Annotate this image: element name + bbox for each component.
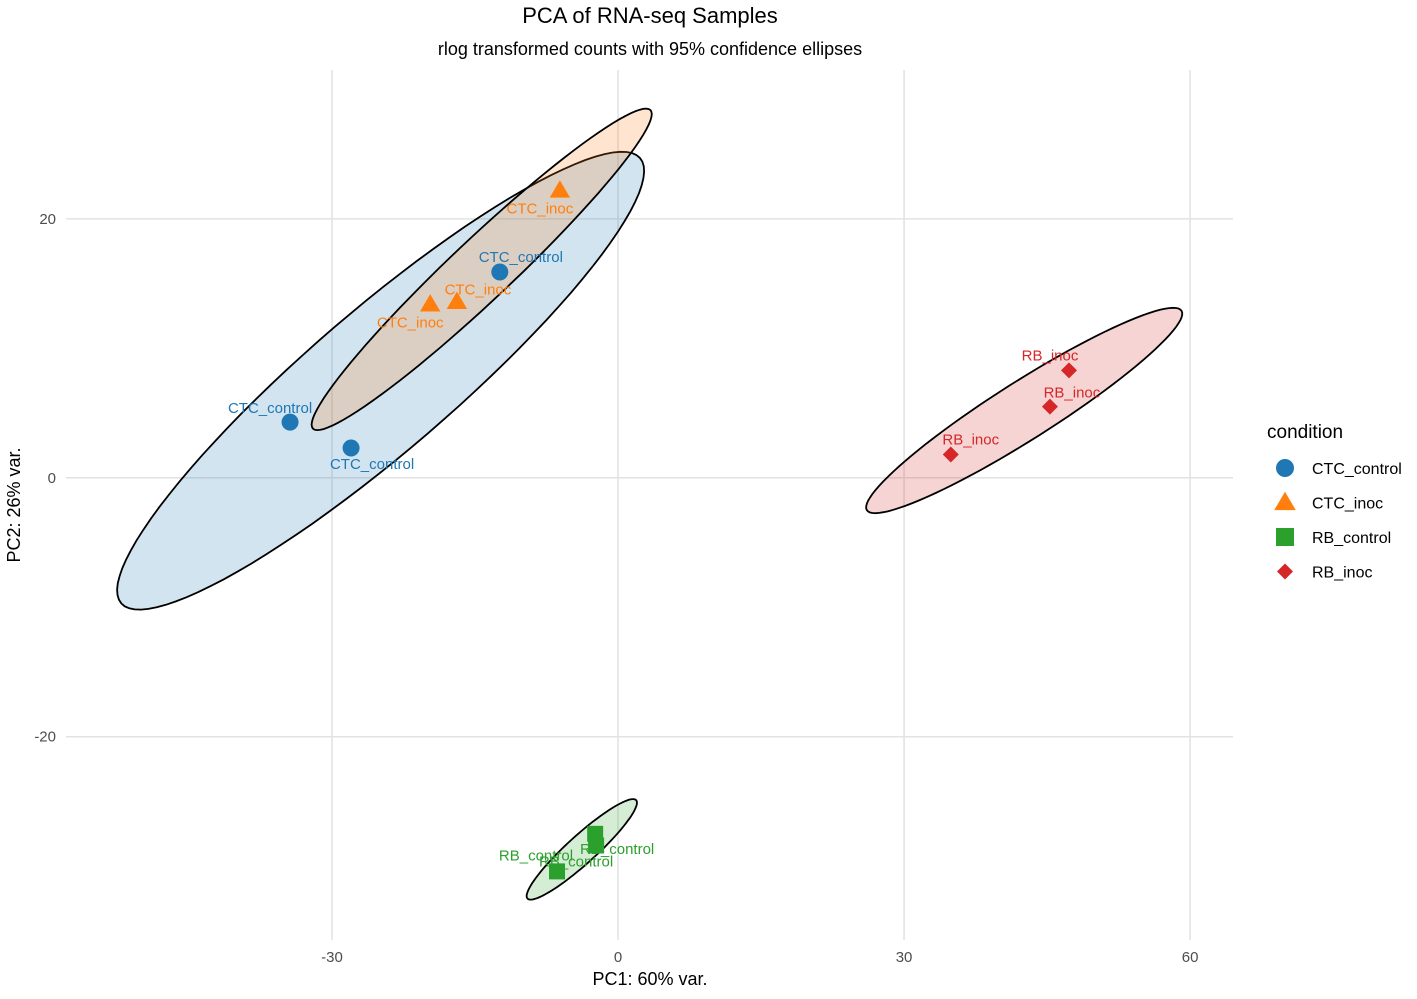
point-label: RB_inoc — [1044, 385, 1101, 402]
axis-ticks: -30 0 30 60 -20 0 20 — [34, 211, 1198, 966]
legend-key-RB_control — [1276, 528, 1294, 546]
point-label: CTC_inoc — [507, 200, 574, 217]
legend: condition CTC_control CTC_inoc RB_control R… — [1267, 422, 1402, 582]
point-label: RB_control — [580, 841, 654, 858]
ellipse-CTC_inoc — [310, 107, 653, 432]
point-CTC_inoc — [420, 294, 441, 312]
point-RB_inoc — [1041, 398, 1058, 415]
legend-key-RB_inoc — [1277, 563, 1293, 580]
point-labels: CTC_control CTC_control CTC_control CTC_ino… — [228, 200, 1101, 870]
point-label: RB_control — [539, 853, 613, 870]
ellipse-RB_inoc — [865, 306, 1184, 515]
legend-label: RB_inoc — [1312, 565, 1372, 582]
y-tick-label: 20 — [39, 211, 56, 228]
ellipse-CTC_control — [116, 150, 646, 611]
point-CTC_control — [281, 413, 299, 431]
point-label: RB_inoc — [1022, 347, 1079, 364]
x-axis-label: PC1: 60% var. — [592, 969, 707, 989]
point-CTC_control — [342, 439, 360, 457]
point-RB_inoc — [1061, 362, 1078, 379]
confidence-ellipses — [116, 107, 1184, 901]
legend-key-CTC_control — [1276, 459, 1294, 477]
chart-subtitle: rlog transformed counts with 95% confide… — [438, 39, 862, 59]
point-label: RB_inoc — [942, 432, 999, 449]
point-label: CTC_control — [330, 456, 414, 473]
x-tick-label: 60 — [1182, 949, 1199, 966]
y-tick-label: 0 — [48, 470, 56, 487]
legend-title: condition — [1267, 422, 1343, 443]
point-CTC_control — [491, 263, 509, 281]
data-points — [281, 180, 1078, 880]
point-CTC_inoc — [549, 180, 571, 198]
y-axis-label: PC2: 26% var. — [4, 447, 24, 562]
x-tick-label: 0 — [614, 949, 622, 966]
point-label: CTC_inoc — [445, 282, 512, 299]
point-label: RB_control — [499, 847, 573, 864]
point-RB_inoc — [942, 446, 959, 463]
point-label: CTC_control — [479, 249, 563, 266]
gridlines — [66, 70, 1233, 940]
chart-title: PCA of RNA-seq Samples — [522, 3, 778, 28]
x-tick-label: 30 — [896, 949, 913, 966]
legend-key-CTC_inoc — [1274, 491, 1296, 511]
y-tick-label: -20 — [34, 729, 56, 746]
point-CTC_inoc — [446, 291, 468, 309]
point-label: CTC_inoc — [377, 314, 444, 331]
point-label: CTC_control — [228, 400, 312, 417]
point-RB_control — [549, 863, 566, 880]
point-RB_control — [588, 837, 605, 854]
legend-label: CTC_inoc — [1312, 496, 1383, 513]
legend-label: CTC_control — [1312, 461, 1402, 478]
legend-label: RB_control — [1312, 530, 1391, 547]
x-tick-label: -30 — [321, 949, 343, 966]
